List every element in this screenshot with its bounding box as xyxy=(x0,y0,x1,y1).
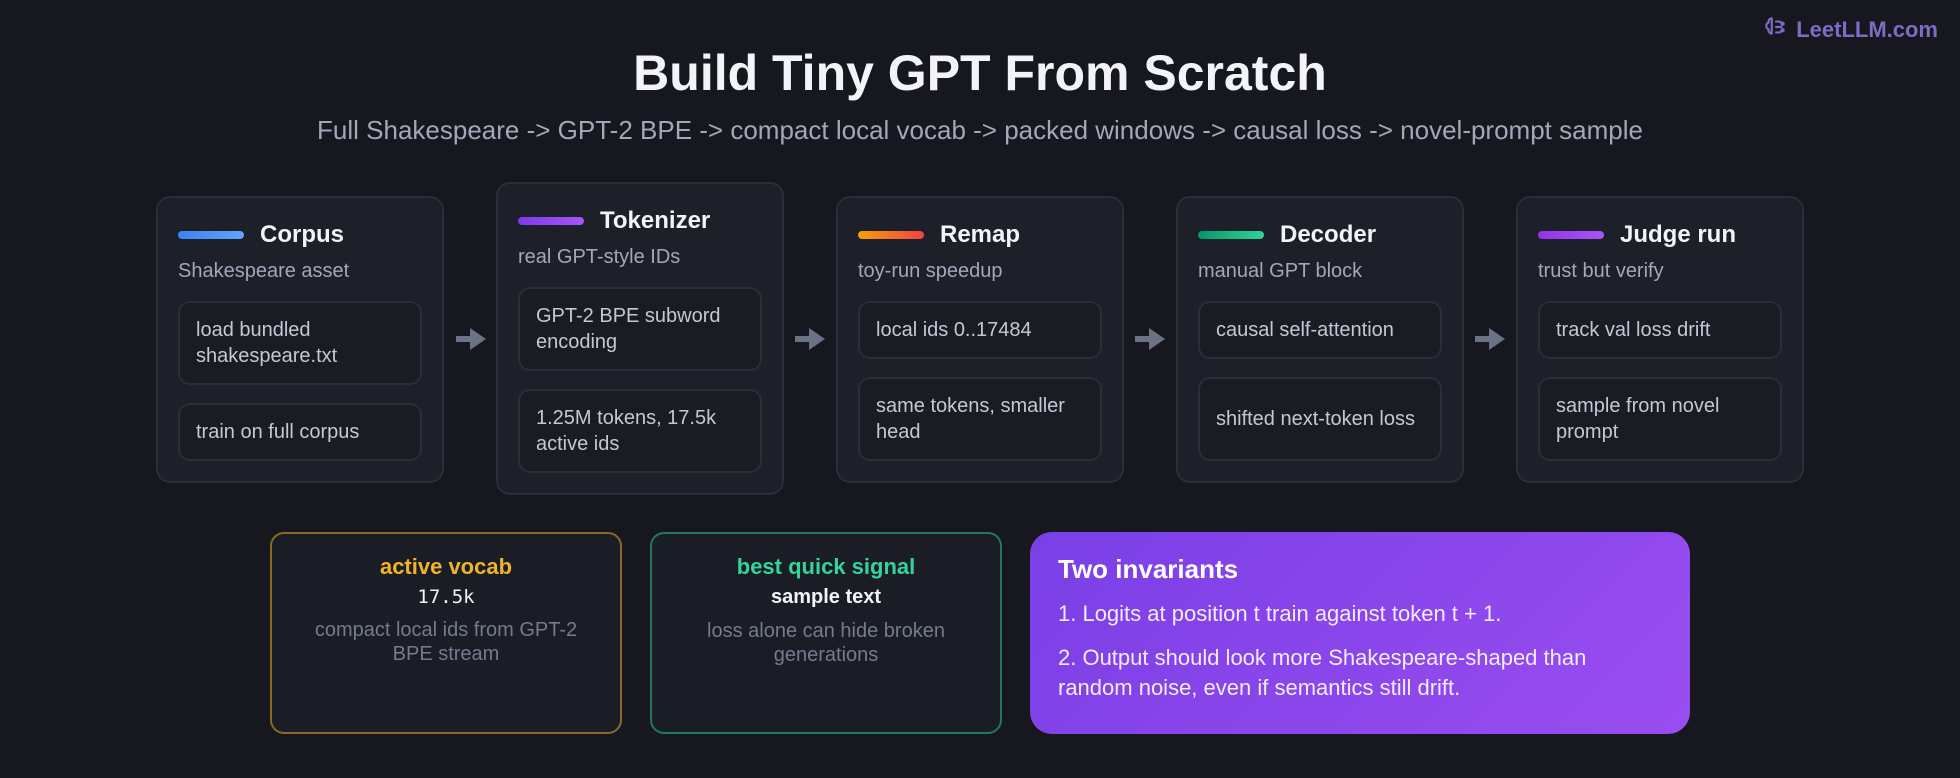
stat-card-active-vocab: active vocab 17.5k compact local ids fro… xyxy=(270,532,622,734)
stat-description: compact local ids from GPT-2 BPE stream xyxy=(314,619,578,665)
brand-label: LeetLLM.com xyxy=(1796,17,1938,42)
stat-label: best quick signal xyxy=(736,554,916,579)
stage-step: train on full corpus xyxy=(178,403,422,461)
stage-step: load bundled shakespeare.txt xyxy=(178,301,422,385)
stage-title: Tokenizer xyxy=(600,207,711,234)
invariants-title: Two invariants xyxy=(1058,554,1239,584)
stage-step: track val loss drift xyxy=(1538,301,1782,359)
stage-step: same tokens, smaller head xyxy=(858,377,1102,461)
stage-tokenizer: Tokenizer real GPT-style IDs GPT-2 BPE s… xyxy=(496,182,784,495)
stage-remap: Remap toy-run speedup local ids 0..17484… xyxy=(836,196,1124,483)
stage-decoder: Decoder manual GPT block causal self-att… xyxy=(1176,196,1464,483)
stat-description: loss alone can hide broken generations xyxy=(707,620,945,666)
stage-corpus: Corpus Shakespeare asset load bundled sh… xyxy=(156,196,444,483)
stage-accent-bar xyxy=(858,231,924,239)
stage-accent-bar xyxy=(518,217,584,225)
stage-judge-run: Judge run trust but verify track val los… xyxy=(1516,196,1804,483)
stat-card-best-quick-signal: best quick signal sample text loss alone… xyxy=(650,532,1002,734)
invariant-item: 1. Logits at position t train against to… xyxy=(1058,601,1502,626)
stage-accent-bar xyxy=(1538,231,1604,239)
stage-step: GPT-2 BPE subword encoding xyxy=(518,287,762,371)
stage-subtitle: toy-run speedup xyxy=(858,260,1003,282)
stage-title: Corpus xyxy=(260,221,344,248)
page-subtitle: Full Shakespeare -> GPT-2 BPE -> compact… xyxy=(317,115,1643,145)
invariant-item: 2. Output should look more Shakespeare-s… xyxy=(1058,645,1587,700)
stage-step: shifted next-token loss xyxy=(1198,377,1442,461)
stage-accent-bar xyxy=(178,231,244,239)
stage-step: local ids 0..17484 xyxy=(858,301,1102,359)
stage-title: Decoder xyxy=(1280,221,1377,248)
stat-label: active vocab xyxy=(379,554,513,579)
stat-value: 17.5k xyxy=(417,586,475,608)
invariants-card: Two invariants 1. Logits at position t t… xyxy=(1030,532,1690,734)
arrow-right-icon xyxy=(1475,325,1505,353)
brain-icon xyxy=(1762,14,1788,46)
stage-title: Remap xyxy=(940,221,1021,248)
stat-value: sample text xyxy=(770,586,882,608)
stage-subtitle: real GPT-style IDs xyxy=(518,246,681,268)
stage-step: causal self-attention xyxy=(1198,301,1442,359)
brand-logo[interactable]: LeetLLM.com xyxy=(1762,14,1938,46)
page-title: Build Tiny GPT From Scratch xyxy=(633,45,1327,101)
stage-step: sample from novel prompt xyxy=(1538,377,1782,461)
stage-subtitle: manual GPT block xyxy=(1198,260,1363,282)
stage-accent-bar xyxy=(1198,231,1264,239)
stage-subtitle: Shakespeare asset xyxy=(178,260,350,282)
stage-step: 1.25M tokens, 17.5k active ids xyxy=(518,389,762,473)
arrow-right-icon xyxy=(795,325,825,353)
arrow-right-icon xyxy=(456,325,486,353)
stage-title: Judge run xyxy=(1620,221,1737,248)
arrow-right-icon xyxy=(1135,325,1165,353)
stage-subtitle: trust but verify xyxy=(1538,260,1664,282)
